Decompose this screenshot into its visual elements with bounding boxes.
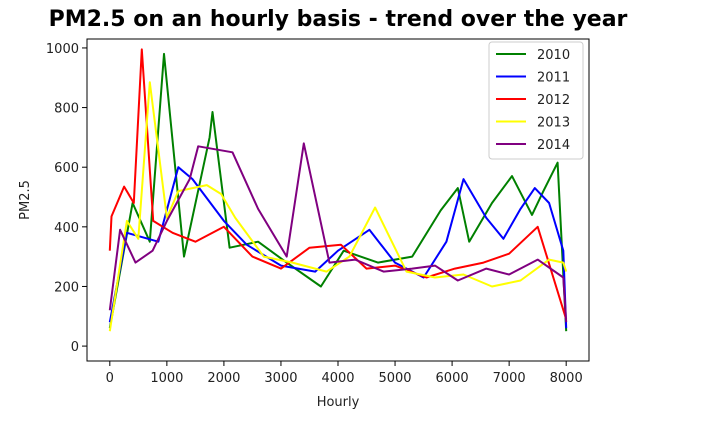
legend-label-2011: 2011 — [537, 71, 570, 86]
legend-label-2014: 2014 — [537, 138, 570, 153]
x-tick-label: 7000 — [493, 371, 526, 386]
x-tick-label: 5000 — [378, 371, 411, 386]
y-axis-label: PM2.5 — [18, 180, 33, 220]
x-axis-label: Hourly — [317, 395, 360, 410]
legend-label-2013: 2013 — [537, 116, 570, 131]
x-tick-label: 1000 — [150, 371, 183, 386]
y-tick-label: 400 — [54, 221, 79, 236]
legend-label-2010: 2010 — [537, 48, 570, 63]
legend-label-2012: 2012 — [537, 93, 570, 108]
x-axis: 0 1000 2000 3000 4000 5000 6000 7000 8000 — [106, 361, 583, 386]
y-tick-label: 200 — [54, 280, 79, 295]
series-line-2012 — [108, 48, 568, 320]
series-layer — [108, 48, 568, 332]
chart-title: PM2.5 on an hourly basis - trend over th… — [49, 7, 628, 32]
x-tick-label: 4000 — [321, 371, 354, 386]
series-line-2013 — [108, 81, 568, 332]
series-line-2011 — [108, 166, 568, 329]
y-axis: 0 200 400 600 800 1000 — [46, 42, 87, 355]
x-tick-label: 3000 — [264, 371, 297, 386]
y-tick-label: 1000 — [46, 42, 79, 57]
y-tick-label: 0 — [71, 340, 79, 355]
legend-box — [488, 41, 584, 160]
y-tick-label: 600 — [54, 161, 79, 176]
series-line-2014 — [108, 142, 568, 323]
legend: 2010 2011 2012 2013 2014 — [488, 41, 584, 160]
x-tick-label: 2000 — [207, 371, 240, 386]
y-tick-label: 800 — [54, 102, 79, 117]
series-line-2010 — [108, 52, 568, 332]
x-tick-label: 6000 — [436, 371, 469, 386]
x-tick-label: 8000 — [550, 371, 583, 386]
x-tick-label: 0 — [106, 371, 114, 386]
